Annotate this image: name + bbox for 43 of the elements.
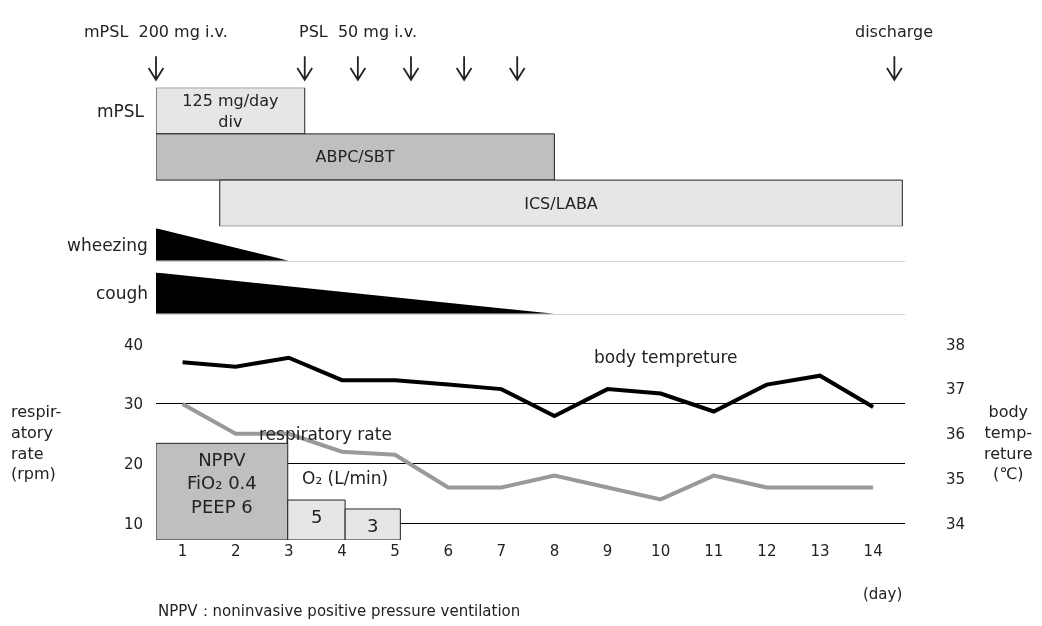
x-tick-label: 11 <box>704 542 724 560</box>
x-tick-label: 2 <box>230 542 241 560</box>
y2-axis-title: body temp- reture (℃) <box>984 402 1033 484</box>
y-tick-label: 125 mg/day div <box>182 90 279 131</box>
x-tick-label: 7 <box>496 542 507 560</box>
y-tick-label: ICS/LABA <box>524 193 598 213</box>
annotation: 5 <box>311 506 323 527</box>
y2-tick-label: 36 <box>946 425 966 444</box>
series-label: body tempreture <box>594 347 738 367</box>
y-tick-label: 30 <box>123 395 143 414</box>
y-axis-title: respir- atory rate (rpm) <box>11 402 62 484</box>
x-tick-label: 3 <box>284 542 294 560</box>
series-label: wheezing <box>67 235 148 255</box>
x-tick-label: 13 <box>810 542 830 560</box>
x-tick-label: 14 <box>863 542 883 560</box>
text: discharge <box>855 22 933 41</box>
y-tick-label: 20 <box>123 454 143 473</box>
x-tick-label: 4 <box>337 542 347 560</box>
x-axis-title: (day) <box>863 585 903 603</box>
text: NPPV：noninvasive positive pressure ventilation <box>158 602 521 620</box>
y-tick-label: ABPC/SBT <box>315 147 395 167</box>
x-tick-label: 5 <box>390 542 400 560</box>
y2-tick-label: 38 <box>946 335 966 354</box>
y2-tick-label: 34 <box>946 514 966 533</box>
annotation: 3 <box>367 515 379 536</box>
series-label: respiratory rate <box>259 424 392 444</box>
x-tick-label: 9 <box>602 542 613 560</box>
annotation: NPPV FiO₂ 0.4 PEEP 6 <box>187 449 257 517</box>
series-label: O₂ (L/min) <box>302 468 389 488</box>
text: PSL 50 mg i.v. <box>299 22 418 41</box>
x-tick-label: 6 <box>443 542 453 560</box>
y2-tick-label: 37 <box>946 380 966 399</box>
text: mPSL 200 mg i.v. <box>84 22 228 41</box>
y-tick-label: 40 <box>123 335 143 354</box>
x-tick-label: 10 <box>651 542 671 560</box>
y-axis-title: mPSL <box>97 101 145 121</box>
x-tick-label: 12 <box>757 542 777 560</box>
series-label: cough <box>96 283 149 303</box>
y2-tick-label: 35 <box>946 469 966 488</box>
x-tick-label: 1 <box>177 542 188 560</box>
line-series <box>180 401 876 502</box>
x-tick-label: 8 <box>549 542 560 560</box>
y-tick-label: 10 <box>123 514 143 533</box>
